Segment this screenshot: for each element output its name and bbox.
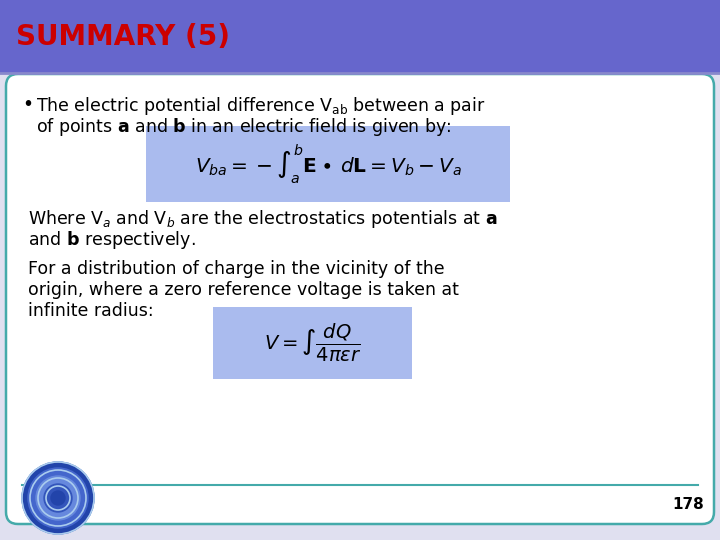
- Bar: [0, 0, 720, 73]
- Text: $V_{ba} = -\int_a^b \mathbf{E} \bullet\, d\mathbf{L} = V_b - V_a$: $V_{ba} = -\int_a^b \mathbf{E} \bullet\,…: [194, 142, 462, 186]
- FancyBboxPatch shape: [213, 307, 412, 379]
- Text: 178: 178: [672, 497, 704, 512]
- Text: •: •: [22, 95, 33, 114]
- Circle shape: [44, 484, 72, 512]
- Text: of points $\bf{a}$ and $\bf{b}$ in an electric field is given by:: of points $\bf{a}$ and $\bf{b}$ in an el…: [36, 116, 451, 138]
- Circle shape: [28, 468, 88, 528]
- Text: $V = \int \dfrac{dQ}{4\pi\varepsilon r}$: $V = \int \dfrac{dQ}{4\pi\varepsilon r}$: [264, 322, 361, 364]
- Text: infinite radius:: infinite radius:: [28, 302, 153, 320]
- Text: The electric potential difference V$_{\mathregular{ab}}$ between a pair: The electric potential difference V$_{\m…: [36, 95, 485, 117]
- Text: origin, where a zero reference voltage is taken at: origin, where a zero reference voltage i…: [28, 281, 459, 299]
- Text: SUMMARY (5): SUMMARY (5): [16, 23, 230, 51]
- Text: For a distribution of charge in the vicinity of the: For a distribution of charge in the vici…: [28, 260, 445, 278]
- Text: Where V$_a$ and V$_b$ are the electrostatics potentials at $\bf{a}$: Where V$_a$ and V$_b$ are the electrosta…: [28, 208, 498, 230]
- Circle shape: [51, 491, 65, 505]
- Text: and $\bf{b}$ respectively.: and $\bf{b}$ respectively.: [28, 229, 196, 251]
- Circle shape: [22, 462, 94, 534]
- Circle shape: [36, 476, 80, 520]
- FancyBboxPatch shape: [146, 126, 510, 202]
- FancyBboxPatch shape: [6, 74, 714, 524]
